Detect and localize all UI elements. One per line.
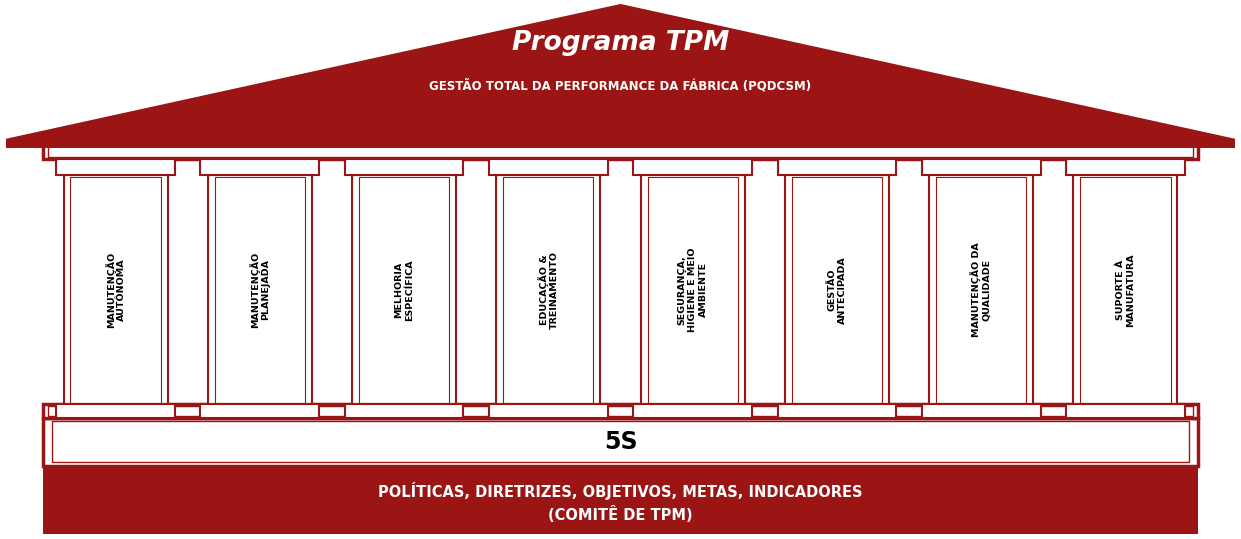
Text: MANUTENÇÃO
AUTÔNOMA: MANUTENÇÃO AUTÔNOMA	[105, 252, 127, 328]
Bar	[43, 418, 1198, 466]
Bar	[345, 404, 463, 418]
Bar	[52, 421, 1189, 462]
Bar	[1081, 177, 1170, 403]
Text: POLÍTICAS, DIRETRIZES, OBJETIVOS, METAS, INDICADORES: POLÍTICAS, DIRETRIZES, OBJETIVOS, METAS,…	[379, 482, 862, 500]
Bar	[633, 404, 752, 418]
Bar	[215, 177, 305, 403]
Bar	[786, 175, 889, 404]
Bar	[56, 159, 175, 175]
Text: GESTÃO TOTAL DA PERFORMANCE DA FÁBRICA (PQDCSM): GESTÃO TOTAL DA PERFORMANCE DA FÁBRICA (…	[429, 79, 812, 93]
Text: (COMITÊ DE TPM): (COMITÊ DE TPM)	[549, 506, 692, 523]
Bar	[48, 142, 1193, 157]
Bar	[778, 404, 896, 418]
Bar	[359, 177, 449, 403]
Bar	[1073, 175, 1178, 404]
Text: MANUTENÇÃO DA
QUALIDADE: MANUTENÇÃO DA QUALIDADE	[970, 243, 992, 337]
Bar	[71, 177, 160, 403]
Bar	[496, 175, 601, 404]
Bar	[922, 404, 1040, 418]
Text: MANUTENÇÃO
PLANEJADA: MANUTENÇÃO PLANEJADA	[249, 252, 271, 328]
Bar	[640, 175, 745, 404]
Bar	[43, 404, 1198, 418]
Text: SEGURANÇA,
HIGIENE E MEIO
AMBIENTE: SEGURANÇA, HIGIENE E MEIO AMBIENTE	[678, 247, 707, 332]
Text: SUPORTE À
MANUFATURA: SUPORTE À MANUFATURA	[1116, 253, 1136, 327]
Bar	[48, 406, 1193, 416]
Bar	[1066, 159, 1185, 175]
Text: MELHORIA
ESPECÍFICA: MELHORIA ESPECÍFICA	[395, 259, 413, 321]
Bar	[922, 159, 1040, 175]
Bar	[63, 175, 168, 404]
Polygon shape	[6, 5, 1235, 140]
Bar	[778, 159, 896, 175]
Bar	[930, 175, 1033, 404]
Bar	[792, 177, 882, 403]
Bar	[648, 177, 737, 403]
Bar	[6, 140, 1235, 148]
Text: Programa TPM: Programa TPM	[511, 30, 730, 56]
Bar	[1066, 404, 1185, 418]
Bar	[201, 159, 319, 175]
Bar	[352, 175, 455, 404]
Bar	[633, 159, 752, 175]
Bar	[489, 159, 608, 175]
Text: 5S: 5S	[603, 430, 638, 454]
Bar	[504, 177, 593, 403]
Bar	[201, 404, 319, 418]
Bar	[936, 177, 1026, 403]
Bar	[43, 140, 1198, 159]
Text: EDUCAÇÃO &
TREINAMENTO: EDUCAÇÃO & TREINAMENTO	[537, 251, 558, 329]
Bar	[43, 466, 1198, 534]
Bar	[489, 404, 608, 418]
Text: GESTÃO
ANTECIPADA: GESTÃO ANTECIPADA	[828, 256, 846, 323]
Bar	[56, 404, 175, 418]
Bar	[208, 175, 311, 404]
Bar	[345, 159, 463, 175]
